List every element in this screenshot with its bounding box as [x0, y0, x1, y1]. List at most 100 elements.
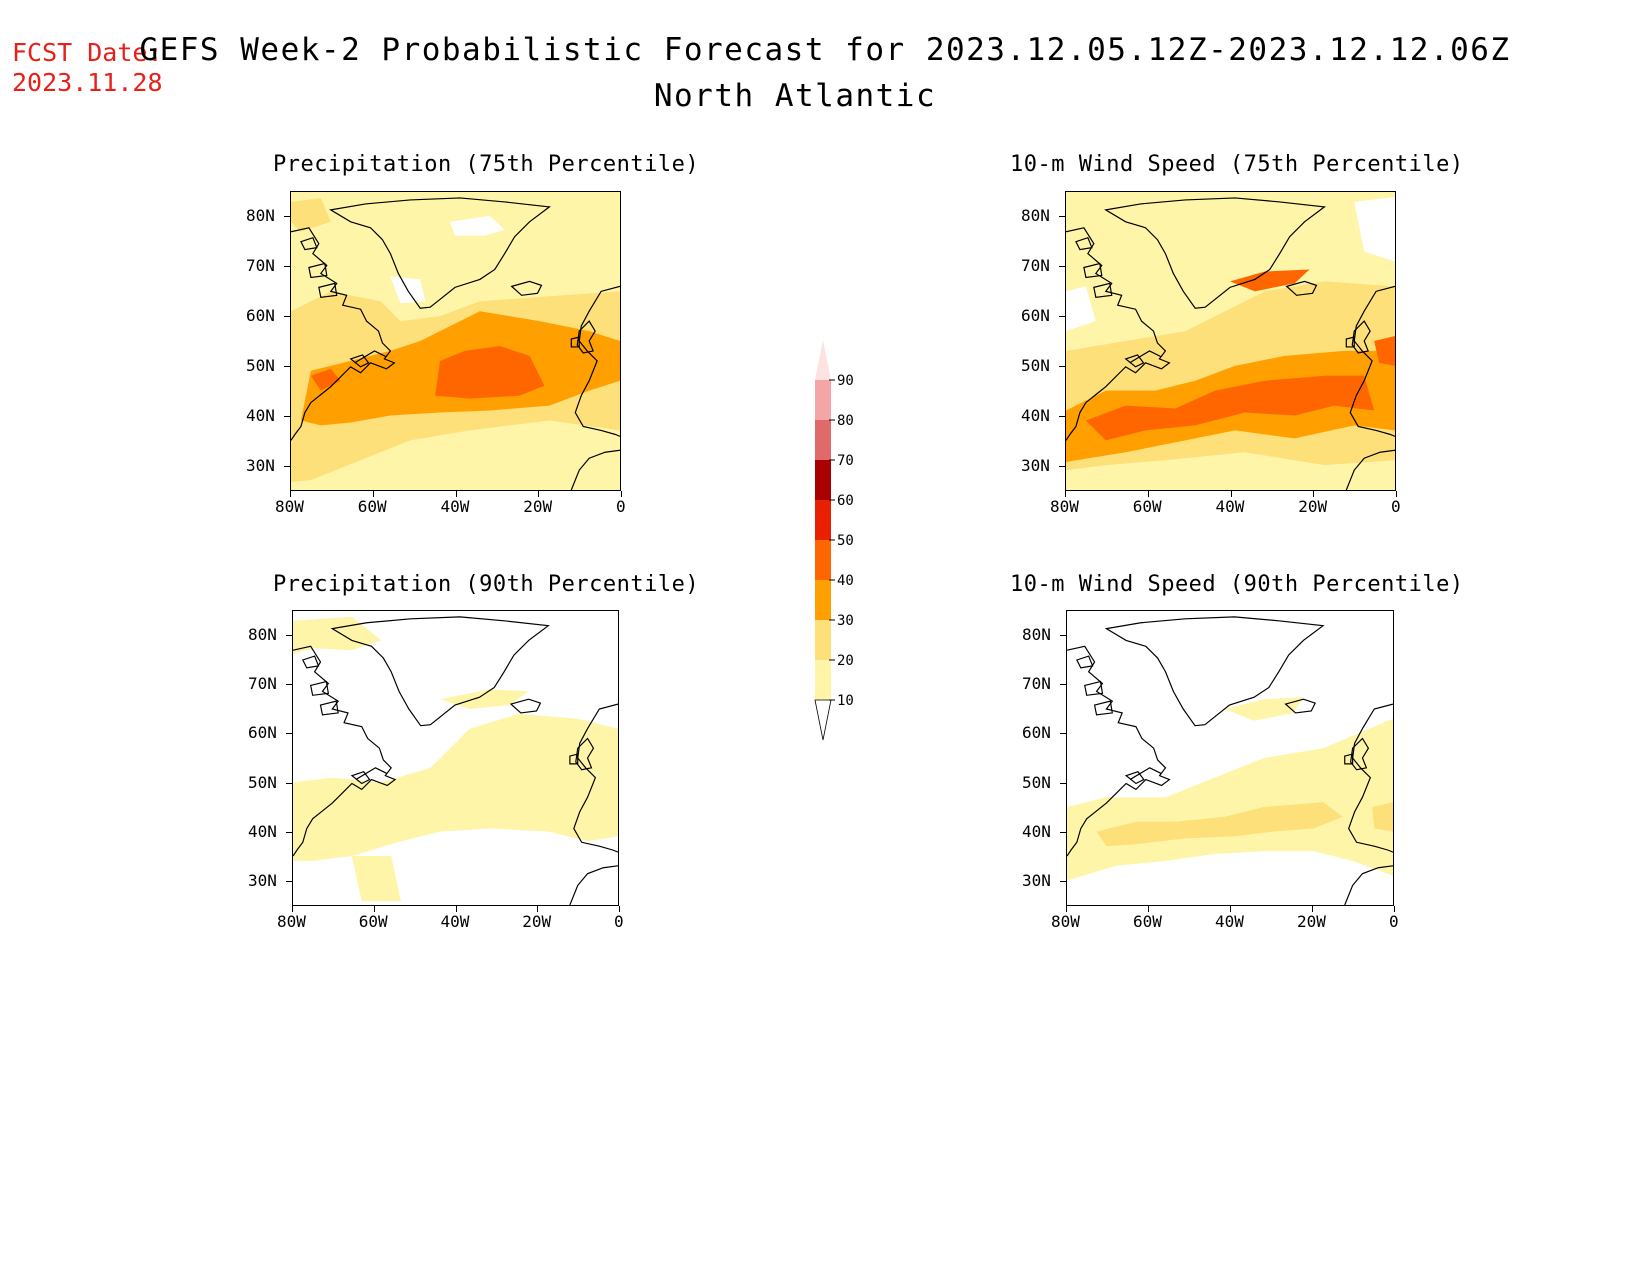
map-wind90-lon-label: 80W — [1051, 912, 1080, 931]
map-precip75-lon-tick — [455, 491, 457, 497]
colorbar-segment — [815, 420, 831, 460]
map-precip75-lat-label: 30N — [246, 456, 275, 475]
colorbar-segment — [815, 380, 831, 420]
map-precip90-lat-tick — [286, 782, 292, 784]
colorbar-label: 90 — [837, 373, 854, 389]
panel-title-precip75: Precipitation (75th Percentile) — [273, 152, 700, 177]
map-precip75-lon-tick — [290, 491, 291, 497]
map-precip90-lon-label: 60W — [358, 912, 388, 931]
map-precip90-shade-10 — [293, 713, 618, 861]
colorbar-segment — [815, 460, 831, 500]
map-precip90-lat-tick — [286, 881, 292, 883]
map-wind75-lon-tick — [1065, 491, 1066, 497]
map-wind90-lon-tick — [1148, 906, 1149, 912]
map-wind90-coastline — [1348, 703, 1393, 853]
map-wind75-svg — [1066, 192, 1395, 490]
map-precip90-coastline — [573, 703, 618, 853]
map-wind90-shade-10b — [1224, 697, 1304, 721]
panel-title-wind75: 10-m Wind Speed (75th Percentile) — [1010, 152, 1464, 177]
map-wind90-lat-label: 70N — [1022, 674, 1051, 693]
map-precip75-coastline — [349, 350, 387, 368]
map-wind90-shade-20 — [1096, 802, 1393, 847]
map-precip75-lon-tick — [372, 491, 374, 497]
map-precip75-lat-tick — [284, 466, 290, 467]
map-precip75-lon-label: 0 — [616, 497, 626, 516]
map-wind90-lat-label: 40N — [1022, 822, 1051, 841]
map-precip75-lat-tick — [284, 366, 290, 367]
map-wind90-lat-tick — [1060, 684, 1066, 685]
map-precip90-coastline — [569, 865, 618, 905]
map-precip90-lon-tick — [292, 906, 293, 912]
colorbar-segment — [815, 580, 831, 620]
map-wind90-lat-label: 50N — [1022, 772, 1051, 792]
map-precip75-coastline — [574, 285, 620, 437]
colorbar-segment — [815, 540, 831, 580]
map-wind90-coastline — [1344, 865, 1393, 905]
map-precip75-lat-tick — [284, 216, 290, 217]
forecast-date-label: FCST Date: 2023.11.28 — [12, 38, 163, 98]
map-wind75-lon-label: 80W — [1050, 497, 1079, 516]
map-wind90-coastline — [1104, 616, 1325, 727]
map-precip90-lon-tick — [455, 906, 457, 912]
map-precip75-lon-label: 60W — [357, 497, 387, 516]
map-precip90-lon-tick — [373, 906, 375, 912]
colorbar-top-extension — [815, 340, 831, 380]
map-precip90-lat-label: 40N — [248, 822, 277, 841]
map-wind90-lon-tick — [1394, 906, 1395, 912]
page-subtitle: North Atlantic — [653, 78, 937, 114]
map-wind90-shade-10 — [1067, 718, 1393, 881]
map-precip90-lon-tick — [537, 906, 539, 912]
colorbar-segment — [815, 620, 831, 660]
map-wind75-lon-label: 0 — [1391, 497, 1401, 516]
map-wind75-lon-tick — [1147, 491, 1149, 497]
map-precip75-lat-tick — [284, 416, 290, 417]
map-precip75-svg — [291, 192, 620, 490]
colorbar-label: 60 — [837, 493, 854, 509]
map-wind75-lon-tick — [1396, 491, 1397, 497]
map-wind90-lat-label: 30N — [1022, 871, 1051, 891]
map-precip90-lat-label: 30N — [248, 871, 277, 891]
map-wind90-lat-tick — [1060, 782, 1066, 784]
map-precip90-lon-label: 40W — [440, 912, 470, 931]
map-wind75-lat-label: 50N — [1021, 356, 1050, 375]
map-precip75-lat-label: 80N — [246, 206, 275, 225]
map-precip75-coastline — [570, 449, 620, 490]
map-wind75-lon-tick — [1230, 491, 1232, 497]
map-wind90-lon-tick — [1312, 906, 1313, 912]
map-precip90-coastline — [301, 655, 339, 716]
map-precip75-lon-label: 80W — [275, 497, 304, 516]
map-precip90-lat-label: 80N — [248, 624, 277, 644]
page-title: GEFS Week-2 Probabilistic Forecast for 2… — [139, 32, 1511, 68]
map-wind75-lat-label: 30N — [1021, 456, 1050, 475]
map-precip75-lat-label: 40N — [246, 406, 275, 425]
map-wind75-coastline — [1124, 350, 1162, 368]
map-precip75 — [290, 191, 621, 491]
map-precip75-lat-tick — [284, 266, 290, 267]
map-wind90-lon-label: 60W — [1133, 912, 1162, 931]
map-precip75-coastline — [291, 227, 396, 441]
map-precip90-coastline — [330, 616, 550, 727]
map-wind90-lon-tick — [1066, 906, 1067, 912]
map-precip75-lon-tick — [538, 491, 540, 497]
map-wind75-shade-40b — [1230, 269, 1395, 366]
panel-title-wind90: 10-m Wind Speed (90th Percentile) — [1010, 572, 1464, 597]
map-precip90-shade-10b — [293, 616, 529, 902]
map-wind75-lat-tick — [1059, 366, 1065, 367]
map-wind75-coastline — [1285, 280, 1318, 296]
map-wind90-lon-label: 0 — [1389, 912, 1399, 931]
map-precip90-lon-label: 80W — [277, 912, 306, 931]
map-wind90-coastline — [1284, 698, 1317, 714]
colorbar-label: 20 — [837, 653, 854, 669]
colorbar-bottom-extension — [814, 699, 832, 741]
colorbar: 90 80 70 60 50 40 30 20 10 — [800, 330, 860, 754]
map-wind75-coastline — [1104, 197, 1326, 309]
map-precip75-lon-tick — [621, 491, 622, 497]
map-wind90-svg — [1067, 616, 1393, 905]
map-wind75-lat-label: 60N — [1021, 306, 1050, 325]
map-precip75-lon-label: 40W — [440, 497, 470, 516]
map-wind75-lat-label: 80N — [1021, 206, 1050, 225]
map-precip90 — [292, 610, 619, 906]
map-precip75-coastline — [510, 280, 543, 296]
map-precip90-lat-tick — [286, 733, 292, 735]
map-precip90-lat-label: 70N — [248, 674, 277, 693]
